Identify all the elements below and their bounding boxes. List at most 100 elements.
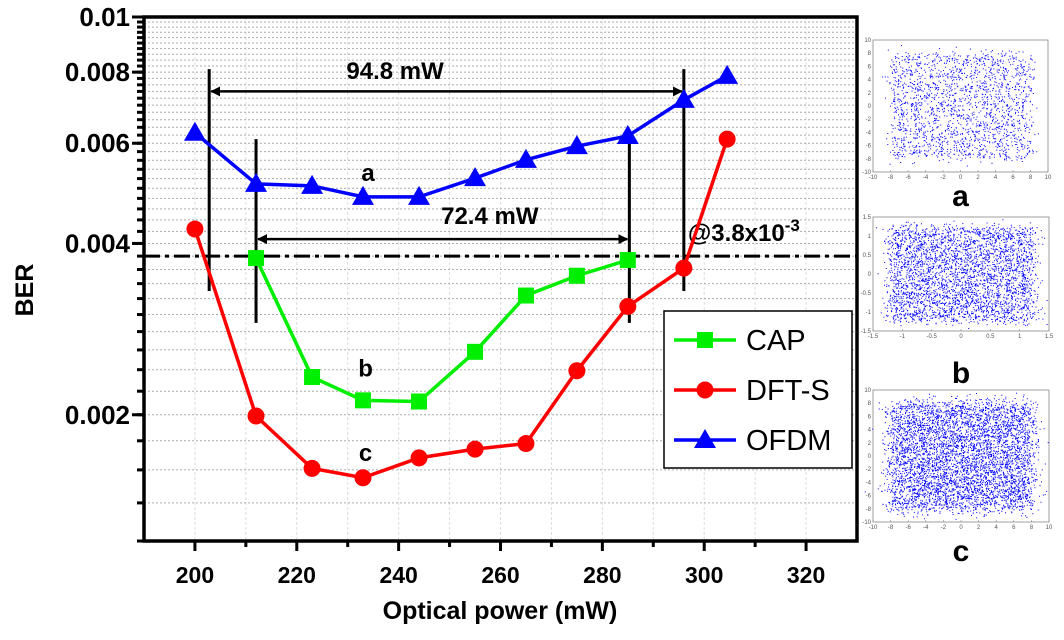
y-tick-label: 0.008 [65, 57, 130, 87]
series-cap [248, 250, 636, 410]
inset-y-tick-label: 8 [868, 51, 872, 57]
inset-y-tick-label: 4 [868, 428, 872, 434]
data-point [466, 440, 484, 458]
inset-x-tick-label: -10 [869, 525, 878, 531]
legend-label: OFDM [746, 425, 831, 457]
series-layer [183, 64, 739, 487]
x-tick-label: 240 [379, 562, 417, 588]
legend-entry: OFDM [674, 425, 831, 457]
inset-y-tick-label: -6 [866, 494, 872, 500]
data-point [351, 185, 374, 205]
inset-x-tick-label: 0 [959, 334, 963, 340]
inset-label: c [953, 535, 970, 568]
data-point [183, 121, 206, 141]
constellation-b: -1.5-1.5 -1 -1 -0.5 -0.5 0 0 0.5 0.5 1 1 1.5 1.5 b [861, 215, 1054, 390]
data-point [304, 369, 321, 386]
data-point [467, 343, 484, 360]
curve-label: a [361, 160, 375, 187]
inset-x-tick-label: 10 [1046, 525, 1053, 531]
data-point [672, 88, 695, 108]
curve-label: b [358, 356, 373, 383]
data-point [568, 267, 585, 284]
y-tick-label: 0.004 [65, 228, 131, 258]
x-axis-title: Optical power (mW) [383, 597, 618, 625]
threshold-label-exponent: -3 [785, 216, 800, 235]
inset-x-tick-label: 6 [1011, 175, 1015, 181]
inset-y-tick-label: 2 [868, 441, 872, 447]
inset-x-tick-label: -2 [940, 175, 946, 181]
legend-marker [696, 381, 714, 399]
inset-y-tick-label: -1 [866, 310, 872, 316]
x-tick-label: 300 [685, 562, 723, 588]
inset-label: b [952, 357, 970, 390]
constellation-c: -10-10 -8 -8 -6 -6 -4 -4 -2 -2 0 0 2 2 4 4 6 6 8 8 10 10 c [862, 388, 1053, 568]
legend-label: DFT-S [746, 375, 830, 407]
inset-y-tick-label: 0.5 [863, 253, 872, 259]
x-tick-label: 220 [278, 562, 316, 588]
data-point [301, 174, 324, 194]
inset-x-tick-label: 4 [995, 525, 999, 531]
inset-y-tick-label: -2 [866, 117, 872, 123]
data-point [675, 259, 693, 277]
data-point [248, 250, 265, 267]
inset-x-tick-label: 6 [1012, 525, 1016, 531]
threshold-label-base: @3.8x10 [688, 220, 785, 247]
series-dft-s [186, 130, 736, 487]
inset-y-tick-label: -4 [866, 130, 872, 136]
inset-x-tick-label: -10 [869, 175, 878, 181]
inset-y-tick-label: -6 [866, 144, 872, 150]
data-point [514, 148, 537, 168]
x-tick-label: 280 [583, 562, 621, 588]
legend: CAP DFT-S OFDM [663, 310, 853, 469]
inset-x-tick-label: -6 [905, 175, 911, 181]
inset-y-tick-label: -10 [862, 170, 871, 176]
inset-x-tick-label: 1.5 [1045, 334, 1054, 340]
inset-x-tick-label: -1 [900, 334, 906, 340]
span-label: 94.8 mW [346, 58, 444, 85]
inset-y-tick-label: 10 [864, 388, 871, 394]
data-point [354, 392, 371, 409]
data-point [619, 297, 637, 315]
inset-x-tick-label: -4 [923, 175, 929, 181]
data-point [568, 362, 586, 380]
inset-y-tick-label: 6 [868, 64, 872, 70]
inset-x-tick-label: -4 [923, 525, 929, 531]
inset-x-tick-label: 0 [959, 175, 963, 181]
legend-marker [697, 332, 713, 348]
inset-x-tick-label: -2 [941, 525, 947, 531]
inset-x-tick-label: -0.5 [926, 334, 937, 340]
inset-x-tick-label: 2 [976, 175, 980, 181]
data-point [464, 167, 487, 187]
data-point [354, 469, 372, 487]
series-line [193, 138, 729, 480]
inset-x-tick-label: -8 [888, 175, 894, 181]
series-line [254, 257, 629, 404]
inset-x-tick-label: 0.5 [986, 334, 995, 340]
inset-y-tick-label: 0 [868, 104, 872, 110]
curve-label: c [359, 440, 372, 467]
axes: 200 220 240 260 280 300 320 0.002 0.004 0.006 0.00… [65, 2, 859, 588]
inset-x-tick-label: -6 [906, 525, 912, 531]
inset-y-tick-label: 2 [868, 91, 872, 97]
inset-y-tick-label: -10 [862, 520, 871, 526]
data-point [410, 449, 428, 467]
data-point [517, 435, 535, 453]
inset-x-tick-label: 4 [994, 175, 998, 181]
inset-y-tick-label: 4 [868, 78, 872, 84]
series-ofdm [183, 64, 739, 205]
y-tick-label: 0.002 [65, 400, 130, 430]
inset-y-tick-label: 0 [868, 272, 872, 278]
inset-x-tick-label: 8 [1029, 175, 1033, 181]
data-point [303, 459, 321, 477]
data-point [565, 135, 588, 155]
constellation-points [864, 392, 1049, 520]
inset-y-tick-label: 6 [868, 414, 872, 420]
inset-y-tick-label: -8 [866, 157, 872, 163]
constellation-points [882, 45, 1039, 167]
x-tick-label: 320 [787, 562, 825, 588]
inset-x-tick-label: 0 [959, 525, 963, 531]
inset-y-tick-label: -0.5 [861, 291, 872, 297]
inset-y-tick-label: -1.5 [861, 329, 872, 335]
data-point [716, 64, 739, 84]
